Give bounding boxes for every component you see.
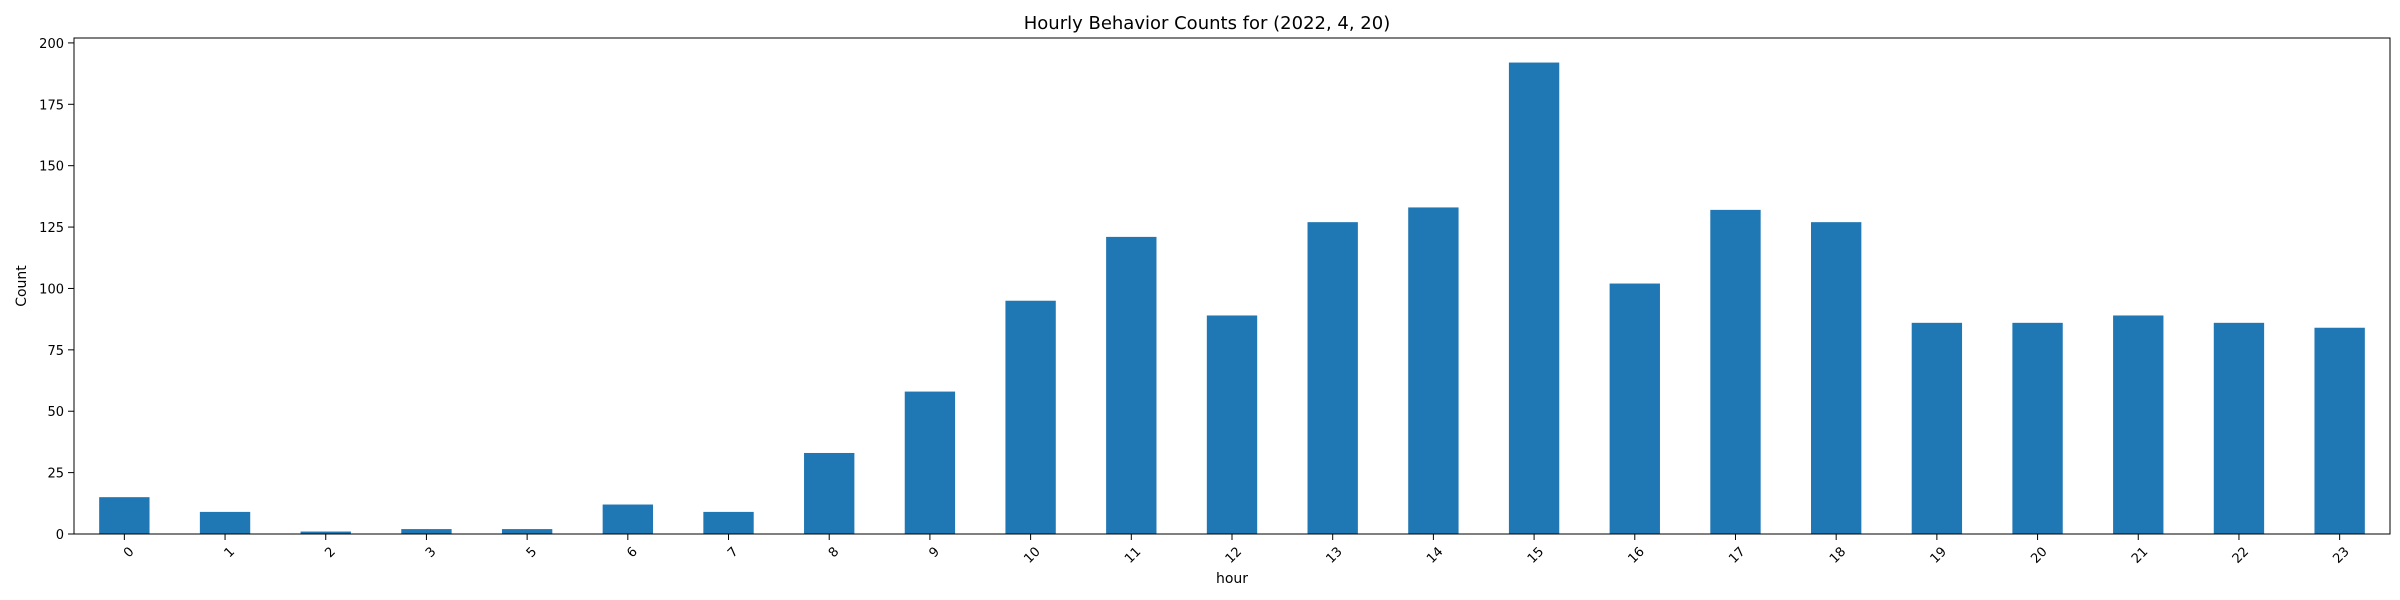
bar-hour-11 <box>1106 236 1157 534</box>
plot-frame <box>73 37 2391 535</box>
y-tick-label-175: 175 <box>39 98 64 113</box>
x-tick-label-11: 11 <box>1122 544 1144 566</box>
bar-hour-19 <box>1911 322 1963 534</box>
bar-hour-13 <box>1307 222 1358 534</box>
x-tick-label-23: 23 <box>2330 544 2352 566</box>
x-tick-label-7: 7 <box>725 544 741 560</box>
bar-hour-0 <box>99 497 150 534</box>
bar-hour-21 <box>2113 315 2164 534</box>
x-tick-label-9: 9 <box>926 544 942 560</box>
x-tick-label-6: 6 <box>624 544 640 560</box>
x-tick-label-10: 10 <box>1021 544 1043 566</box>
bar-hour-15 <box>1508 62 1560 535</box>
chart-title: Hourly Behavior Counts for (2022, 4, 20) <box>1024 13 1391 34</box>
x-tick-label-14: 14 <box>1424 544 1446 566</box>
y-tick-label-0: 0 <box>56 528 64 543</box>
x-tick-label-22: 22 <box>2230 544 2252 566</box>
bar-hour-1 <box>199 511 251 534</box>
bar-hour-16 <box>1609 283 1660 534</box>
x-axis-label: hour <box>1216 571 1248 587</box>
bar-hour-12 <box>1206 315 1258 534</box>
bar-hour-17 <box>1710 209 1761 534</box>
y-tick-label-75: 75 <box>47 344 64 359</box>
y-tick-label-200: 200 <box>39 37 64 52</box>
bar-hour-8 <box>804 452 855 534</box>
bar-hour-23 <box>2314 327 2365 534</box>
x-tick-label-20: 20 <box>2028 544 2050 566</box>
y-tick-label-100: 100 <box>39 282 64 297</box>
bar-hour-2 <box>300 531 351 534</box>
x-tick-label-2: 2 <box>322 544 338 560</box>
bar-hour-5 <box>501 529 553 534</box>
x-tick-label-5: 5 <box>524 544 540 560</box>
y-axis: 0 25 50 75 100 125 150 175 200 <box>39 37 74 543</box>
x-tick-label-18: 18 <box>1827 544 1849 566</box>
x-tick-label-16: 16 <box>1626 544 1648 566</box>
bar-hour-9 <box>904 391 956 534</box>
x-tick-label-19: 19 <box>1928 544 1950 566</box>
x-tick-label-12: 12 <box>1223 544 1245 566</box>
x-tick-label-13: 13 <box>1323 544 1345 566</box>
bar-hour-7 <box>703 511 754 534</box>
bars-group <box>99 62 2365 535</box>
bar-hour-22 <box>2213 322 2265 534</box>
x-tick-label-17: 17 <box>1726 544 1748 566</box>
x-tick-label-8: 8 <box>826 544 842 560</box>
x-tick-label-0: 0 <box>121 544 137 560</box>
x-tick-label-21: 21 <box>2129 544 2151 566</box>
y-tick-label-50: 50 <box>47 405 64 420</box>
x-axis: 0 1 2 3 5 6 7 8 9 10 11 12 13 14 15 16 17 18 19 20 21 22 23 <box>121 534 2353 567</box>
bar-hour-20 <box>2012 322 2063 534</box>
x-tick-label-15: 15 <box>1525 544 1547 566</box>
y-tick-label-150: 150 <box>39 160 64 175</box>
y-axis-label: Count <box>14 265 30 307</box>
bar-hour-3 <box>401 529 452 534</box>
bar-hour-14 <box>1408 207 1459 534</box>
x-tick-label-1: 1 <box>222 544 238 560</box>
y-tick-label-25: 25 <box>47 467 64 482</box>
x-tick-label-3: 3 <box>423 544 439 560</box>
bar-hour-18 <box>1811 222 1862 534</box>
bar-hour-6 <box>602 504 653 534</box>
bar-hour-10 <box>1005 300 1056 534</box>
y-tick-label-125: 125 <box>39 221 64 236</box>
